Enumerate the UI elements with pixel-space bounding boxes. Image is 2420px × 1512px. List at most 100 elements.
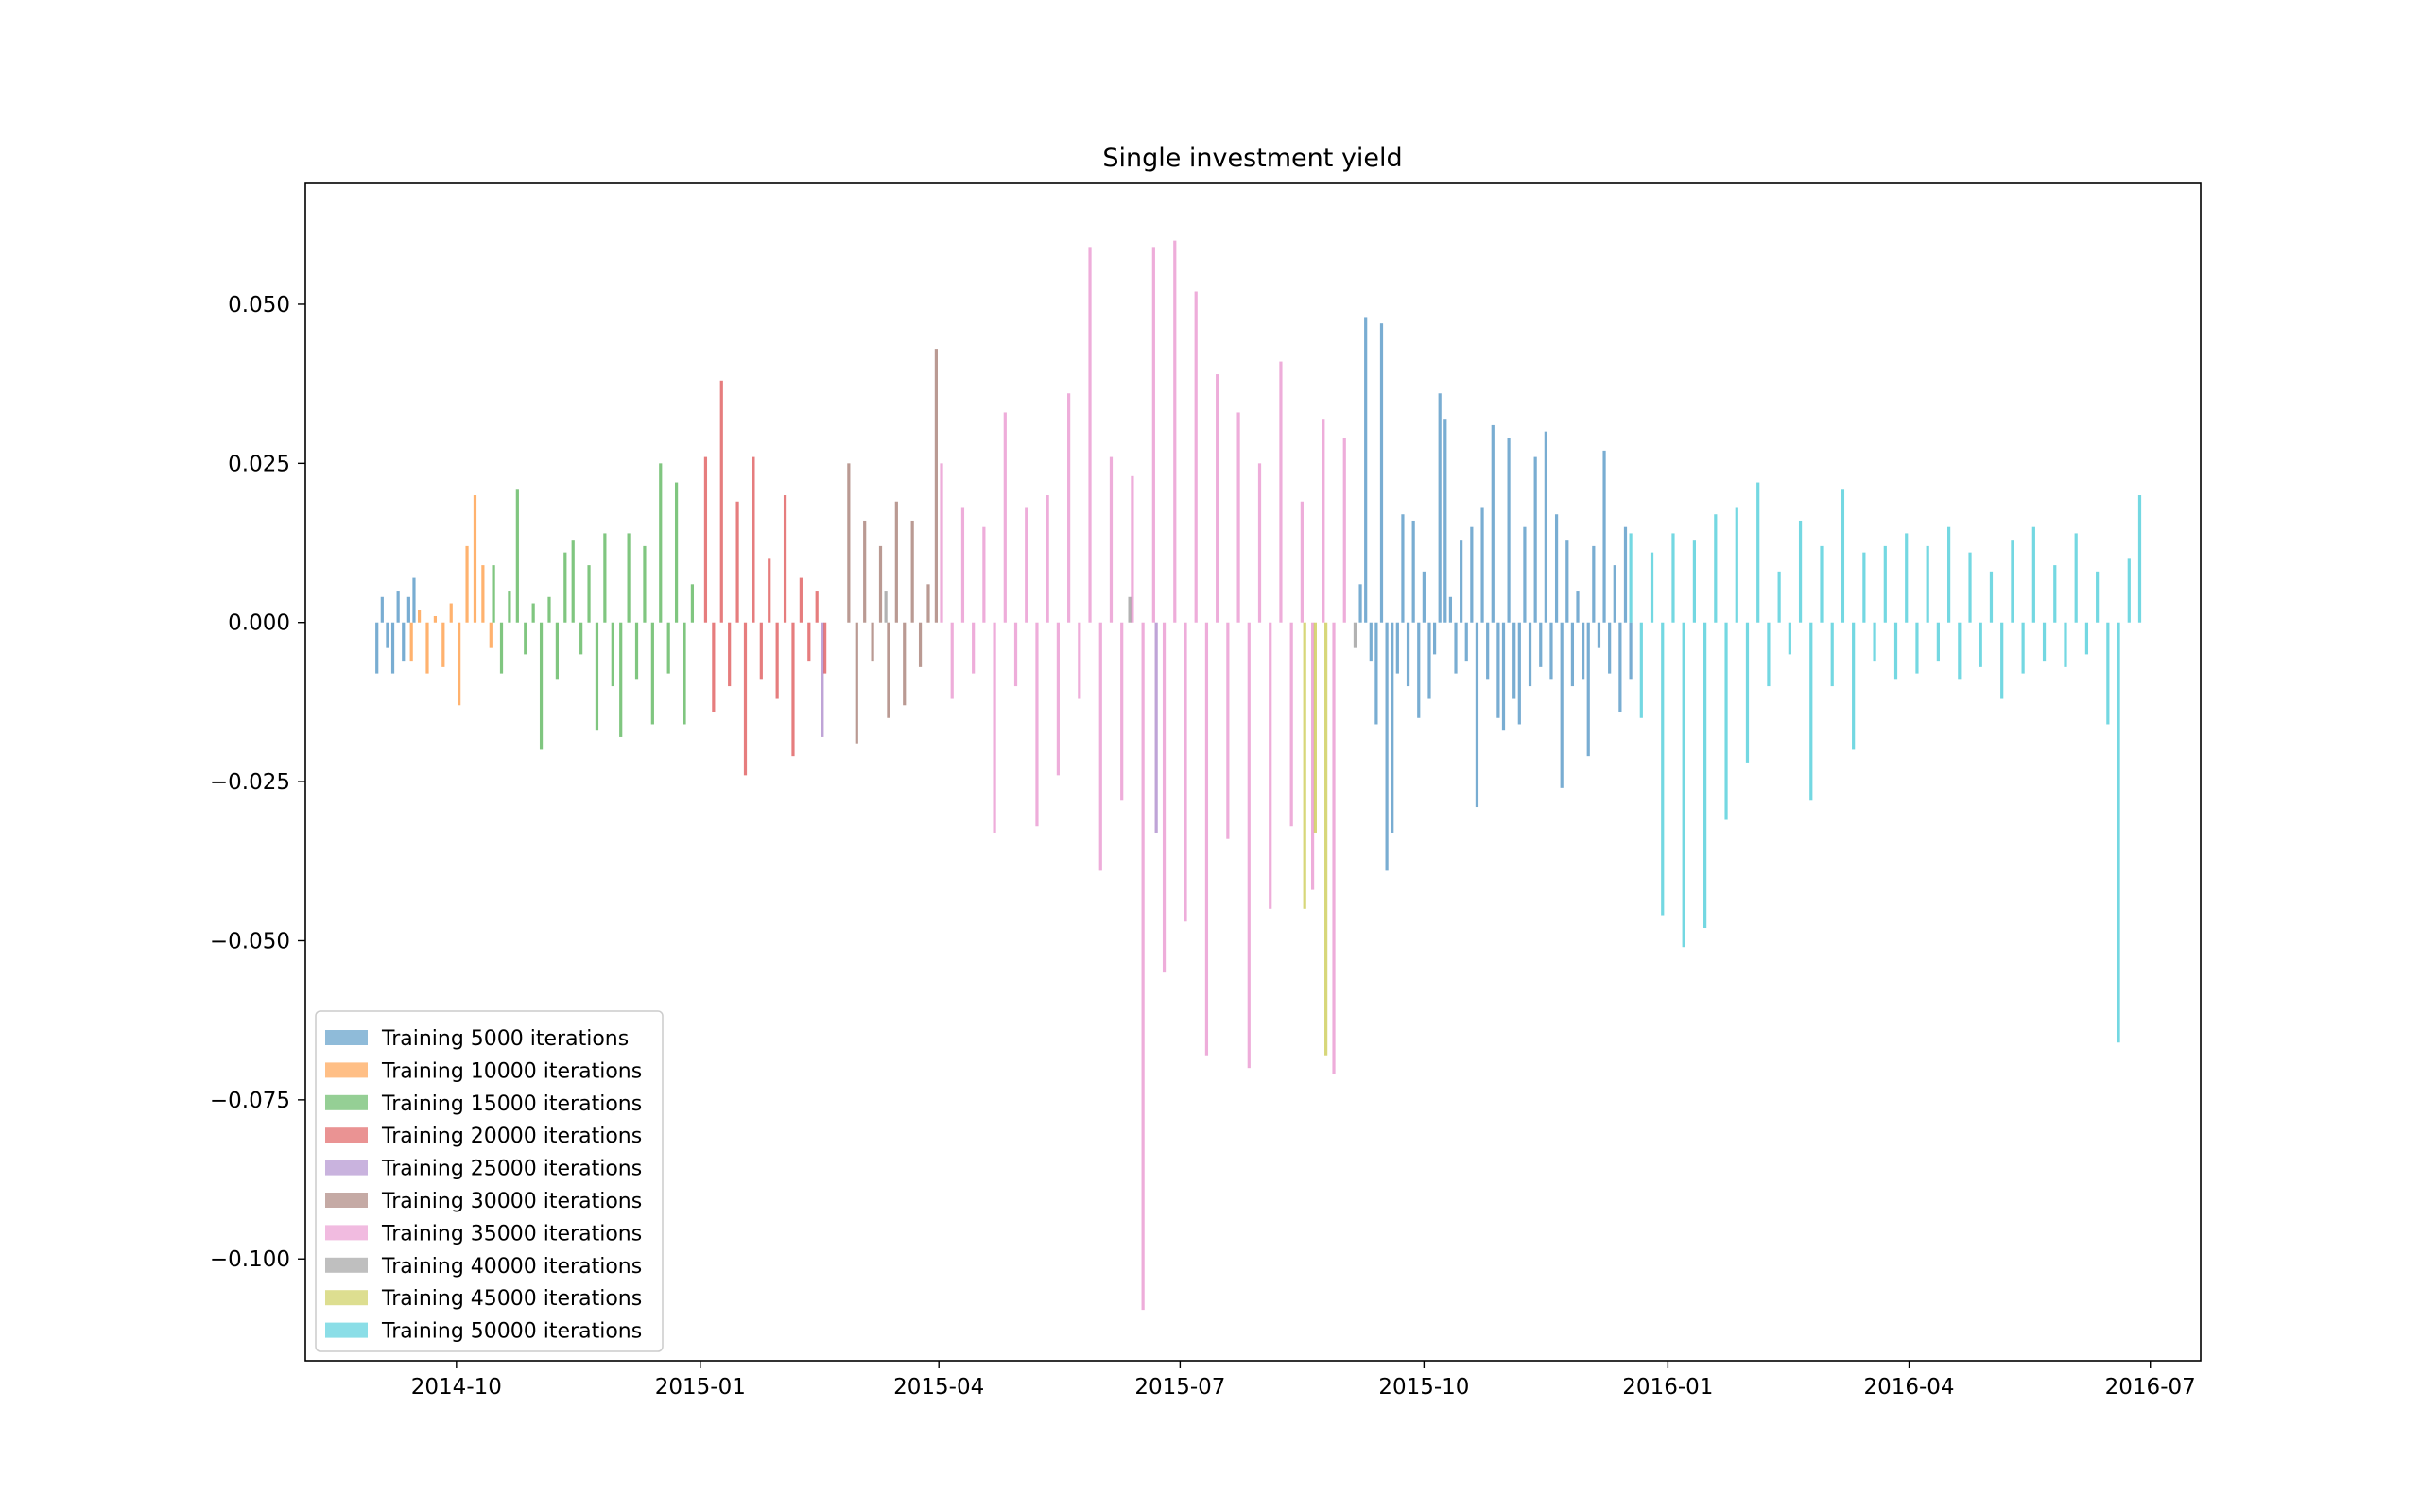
legend-swatch — [325, 1193, 368, 1208]
bar-series-1 — [1443, 419, 1447, 623]
bar-series-6 — [934, 349, 938, 623]
bar-series-1 — [1374, 622, 1378, 725]
legend-label: Training 40000 iterations — [381, 1255, 642, 1279]
bar-series-10 — [2011, 540, 2014, 623]
axes-layer: 0.050 0.025 0.000 −0.025 −0.050 −0.075 −0.100 2… — [210, 182, 2202, 1400]
bar-series-5 — [1154, 622, 1158, 833]
x-tick-label: 2014-10 — [411, 1375, 502, 1400]
bar-series-4 — [807, 622, 811, 662]
y-tick-label: −0.100 — [210, 1247, 290, 1272]
bar-series-3 — [571, 540, 575, 623]
bar-series-1 — [1549, 622, 1553, 680]
legend-swatch — [325, 1225, 368, 1241]
bar-series-10 — [1979, 622, 1982, 667]
bar-series-1 — [402, 622, 406, 662]
bar-series-10 — [2064, 622, 2067, 667]
bar-series-7 — [1025, 507, 1028, 623]
bar-series-1 — [1528, 622, 1532, 687]
bar-series-1 — [1406, 622, 1410, 687]
bar-series-1 — [1438, 393, 1442, 623]
bar-series-2 — [449, 603, 453, 623]
bar-series-1 — [1602, 450, 1606, 623]
bar-series-10 — [1629, 533, 1633, 623]
bar-series-10 — [1692, 540, 1696, 623]
bar-series-4 — [735, 501, 739, 623]
bar-series-10 — [1671, 533, 1675, 623]
bar-series-1 — [1517, 622, 1521, 725]
bar-series-1 — [1401, 514, 1405, 623]
chart-title: Single investment yield — [1102, 144, 1403, 173]
bar-series-1 — [390, 622, 395, 674]
bar-series-7 — [972, 622, 976, 674]
bar-series-10 — [1661, 622, 1665, 916]
bar-series-1 — [380, 596, 384, 623]
bar-series-3 — [643, 545, 647, 623]
bar-series-1 — [406, 596, 410, 623]
y-tick-label: 0.050 — [228, 293, 290, 318]
bar-series-1 — [1623, 526, 1628, 623]
bar-series-1 — [1576, 591, 1580, 623]
bar-series-1 — [1464, 622, 1468, 662]
bar-series-3 — [650, 622, 654, 725]
bar-series-10 — [2106, 622, 2110, 725]
y-tick-label: −0.025 — [210, 770, 290, 795]
bar-series-1 — [1560, 622, 1564, 788]
bar-series-1 — [1427, 622, 1431, 699]
bar-series-7 — [1226, 622, 1230, 839]
bar-series-10 — [1682, 622, 1685, 948]
bar-series-1 — [1533, 456, 1537, 623]
bar-series-1 — [1582, 622, 1585, 680]
bar-series-10 — [1767, 622, 1771, 687]
bar-series-3 — [499, 622, 504, 674]
bar-series-10 — [1820, 545, 1824, 623]
bar-series-4 — [768, 558, 771, 623]
bar-series-4 — [728, 622, 732, 687]
bar-series-3 — [531, 603, 535, 623]
bar-series-1 — [1544, 431, 1547, 623]
bar-series-7 — [1247, 622, 1251, 1069]
bar-series-4 — [703, 456, 708, 623]
bar-series-1 — [1613, 565, 1616, 623]
bar-series-1 — [1432, 622, 1437, 655]
bar-series-9 — [1313, 622, 1317, 833]
bar-series-1 — [1597, 622, 1601, 648]
bar-series-1 — [386, 622, 389, 648]
bar-series-10 — [1926, 545, 1929, 623]
legend-label: Training 50000 iterations — [381, 1320, 642, 1344]
bar-series-7 — [1003, 412, 1007, 623]
bar-series-1 — [1364, 317, 1368, 623]
bar-series-1 — [1475, 622, 1479, 808]
bar-series-7 — [1035, 622, 1039, 827]
bar-series-3 — [683, 622, 686, 725]
bar-series-7 — [1184, 622, 1187, 922]
bar-series-1 — [1501, 622, 1506, 731]
legend-swatch — [325, 1062, 368, 1078]
bar-series-10 — [2021, 622, 2025, 674]
bar-series-6 — [887, 622, 890, 718]
legend-label: Training 15000 iterations — [381, 1092, 642, 1116]
bar-series-10 — [1915, 622, 1919, 674]
bar-series-3 — [587, 565, 591, 623]
bar-series-9 — [1303, 622, 1306, 909]
bar-series-1 — [1586, 622, 1590, 757]
bar-series-1 — [1395, 622, 1399, 674]
bar-series-1 — [1385, 622, 1389, 871]
bar-series-8 — [1128, 596, 1132, 623]
bar-series-10 — [2084, 622, 2089, 655]
bar-series-3 — [579, 622, 583, 655]
bar-series-10 — [1735, 507, 1738, 623]
bar-series-3 — [563, 552, 567, 623]
bar-series-1 — [1608, 622, 1612, 674]
bar-series-1 — [375, 622, 379, 674]
bar-series-3 — [690, 584, 695, 623]
bar-series-1 — [1470, 526, 1474, 623]
bar-series-1 — [1507, 438, 1511, 623]
bar-series-6 — [871, 622, 874, 662]
legend-label: Training 30000 iterations — [381, 1190, 642, 1213]
legend: Training 5000 iterations Training 10000 i… — [315, 1010, 664, 1352]
bar-series-3 — [547, 596, 551, 623]
legend-label: Training 10000 iterations — [381, 1059, 642, 1083]
bar-series-10 — [2053, 565, 2057, 623]
bar-series-10 — [1777, 571, 1781, 623]
bar-series-3 — [659, 463, 663, 623]
